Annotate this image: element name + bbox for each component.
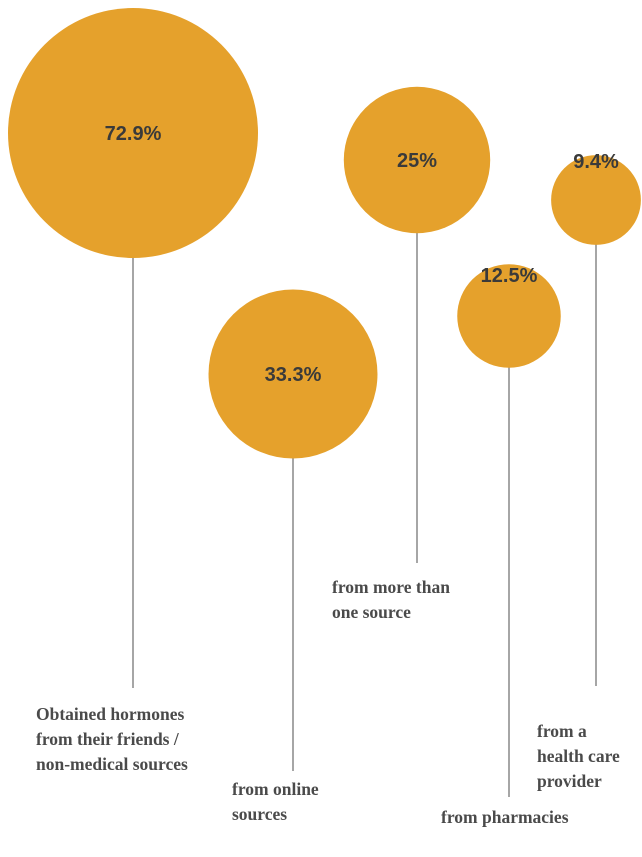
- value-label-0: 72.9%: [105, 123, 162, 145]
- category-label-1-line-1: sources: [232, 804, 287, 824]
- value-label-3: 12.5%: [481, 265, 538, 287]
- category-label-3-line-0: from pharmacies: [441, 807, 569, 827]
- bubble-0: [8, 8, 258, 258]
- value-label-1: 33.3%: [265, 364, 322, 386]
- value-label-4: 9.4%: [573, 151, 619, 173]
- category-label-1-line-0: from online: [232, 779, 319, 799]
- bubble-1: [208, 289, 378, 459]
- bubble-2: [343, 86, 491, 234]
- category-label-2-line-0: from more than: [332, 577, 450, 597]
- category-label-4-line-0: from a: [537, 721, 587, 741]
- bubble-4: [551, 155, 641, 245]
- value-label-2: 25%: [397, 150, 437, 172]
- bubble-3: [457, 264, 561, 368]
- category-label-0-line-2: non-medical sources: [36, 754, 188, 774]
- category-label-4-line-2: provider: [537, 771, 602, 791]
- category-label-0-line-0: Obtained hormones: [36, 704, 184, 724]
- category-label-4-line-1: health care: [537, 746, 620, 766]
- category-label-0-line-1: from their friends /: [36, 729, 180, 749]
- category-label-2-line-1: one source: [332, 602, 411, 622]
